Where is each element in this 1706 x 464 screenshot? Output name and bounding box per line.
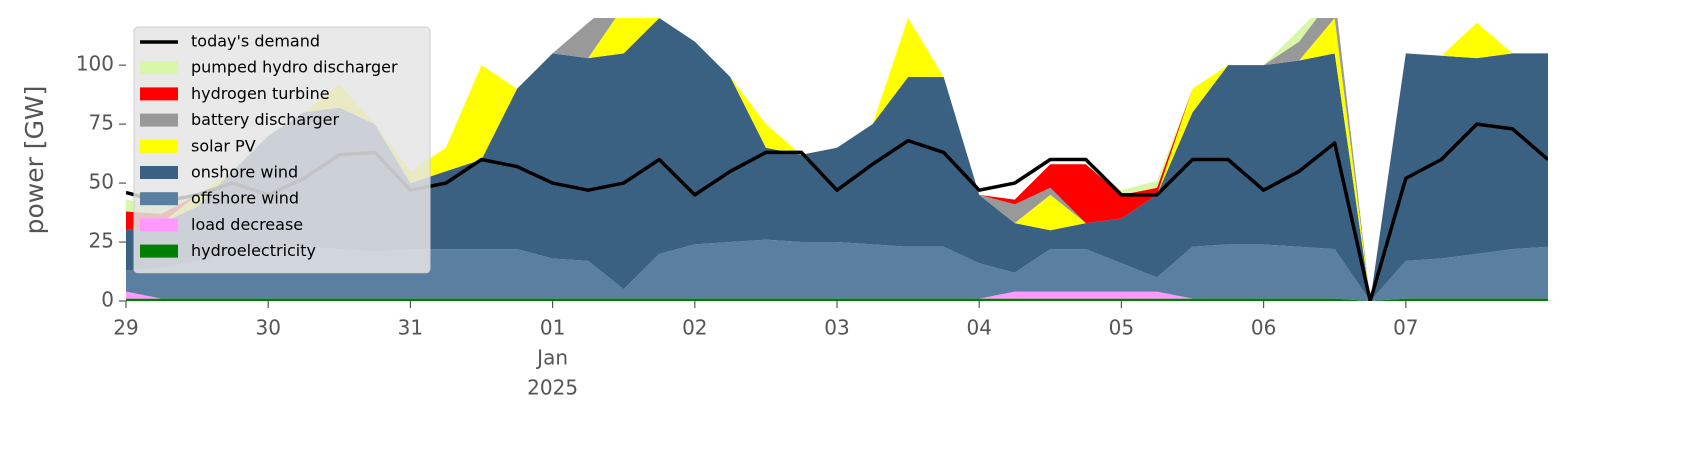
x-tick-label: 02 <box>682 316 707 340</box>
legend-swatch <box>140 87 178 101</box>
y-tick-label: 25 <box>89 229 114 253</box>
legend-label: hydroelectricity <box>191 241 316 260</box>
legend-label: onshore wind <box>191 163 298 182</box>
x-tick-label: 30 <box>255 316 280 340</box>
legend-label: offshore wind <box>191 189 299 208</box>
x-tick-label: 05 <box>1109 316 1134 340</box>
legend-swatch <box>140 218 178 232</box>
y-axis-label: power [GW] <box>20 86 49 235</box>
x-month-label: Jan <box>535 346 568 370</box>
legend-label: load decrease <box>191 215 303 234</box>
x-tick-label: 29 <box>113 316 138 340</box>
y-tick-label: 75 <box>89 111 114 135</box>
x-tick-label: 01 <box>540 316 565 340</box>
plot-area <box>126 18 1548 301</box>
x-tick-label: 06 <box>1251 316 1276 340</box>
legend-swatch <box>140 244 178 258</box>
x-tick-label: 04 <box>966 316 991 340</box>
y-tick-label: 0 <box>101 288 114 312</box>
x-tick-label: 07 <box>1393 316 1418 340</box>
legend-swatch <box>140 139 178 153</box>
legend-label: hydrogen turbine <box>191 84 330 103</box>
stacked-area <box>126 18 1548 301</box>
axes: 0 25 50 75 100 29 30 31 01 Jan 2025 02 03 04 05 06 07 <box>76 52 1419 400</box>
legend: today's demand pumped hydro discharger hyd… <box>133 26 431 274</box>
y-tick-label: 100 <box>76 52 114 76</box>
y-tick-label: 50 <box>89 170 114 194</box>
legend-label: battery discharger <box>191 110 339 129</box>
legend-swatch <box>140 166 178 179</box>
x-year-label: 2025 <box>527 376 578 400</box>
stacked-area <box>126 18 1548 301</box>
stacked-area <box>126 298 1548 301</box>
legend-label: today's demand <box>191 32 320 51</box>
legend-swatch <box>140 61 178 75</box>
x-tick-label: 31 <box>398 316 423 340</box>
legend-label: solar PV <box>191 136 256 155</box>
legend-label: pumped hydro discharger <box>191 58 398 77</box>
legend-swatch <box>140 192 178 206</box>
stacked-area <box>126 239 1548 301</box>
x-tick-label: 03 <box>824 316 849 340</box>
legend-swatch <box>140 113 178 127</box>
legend-box <box>133 26 431 274</box>
